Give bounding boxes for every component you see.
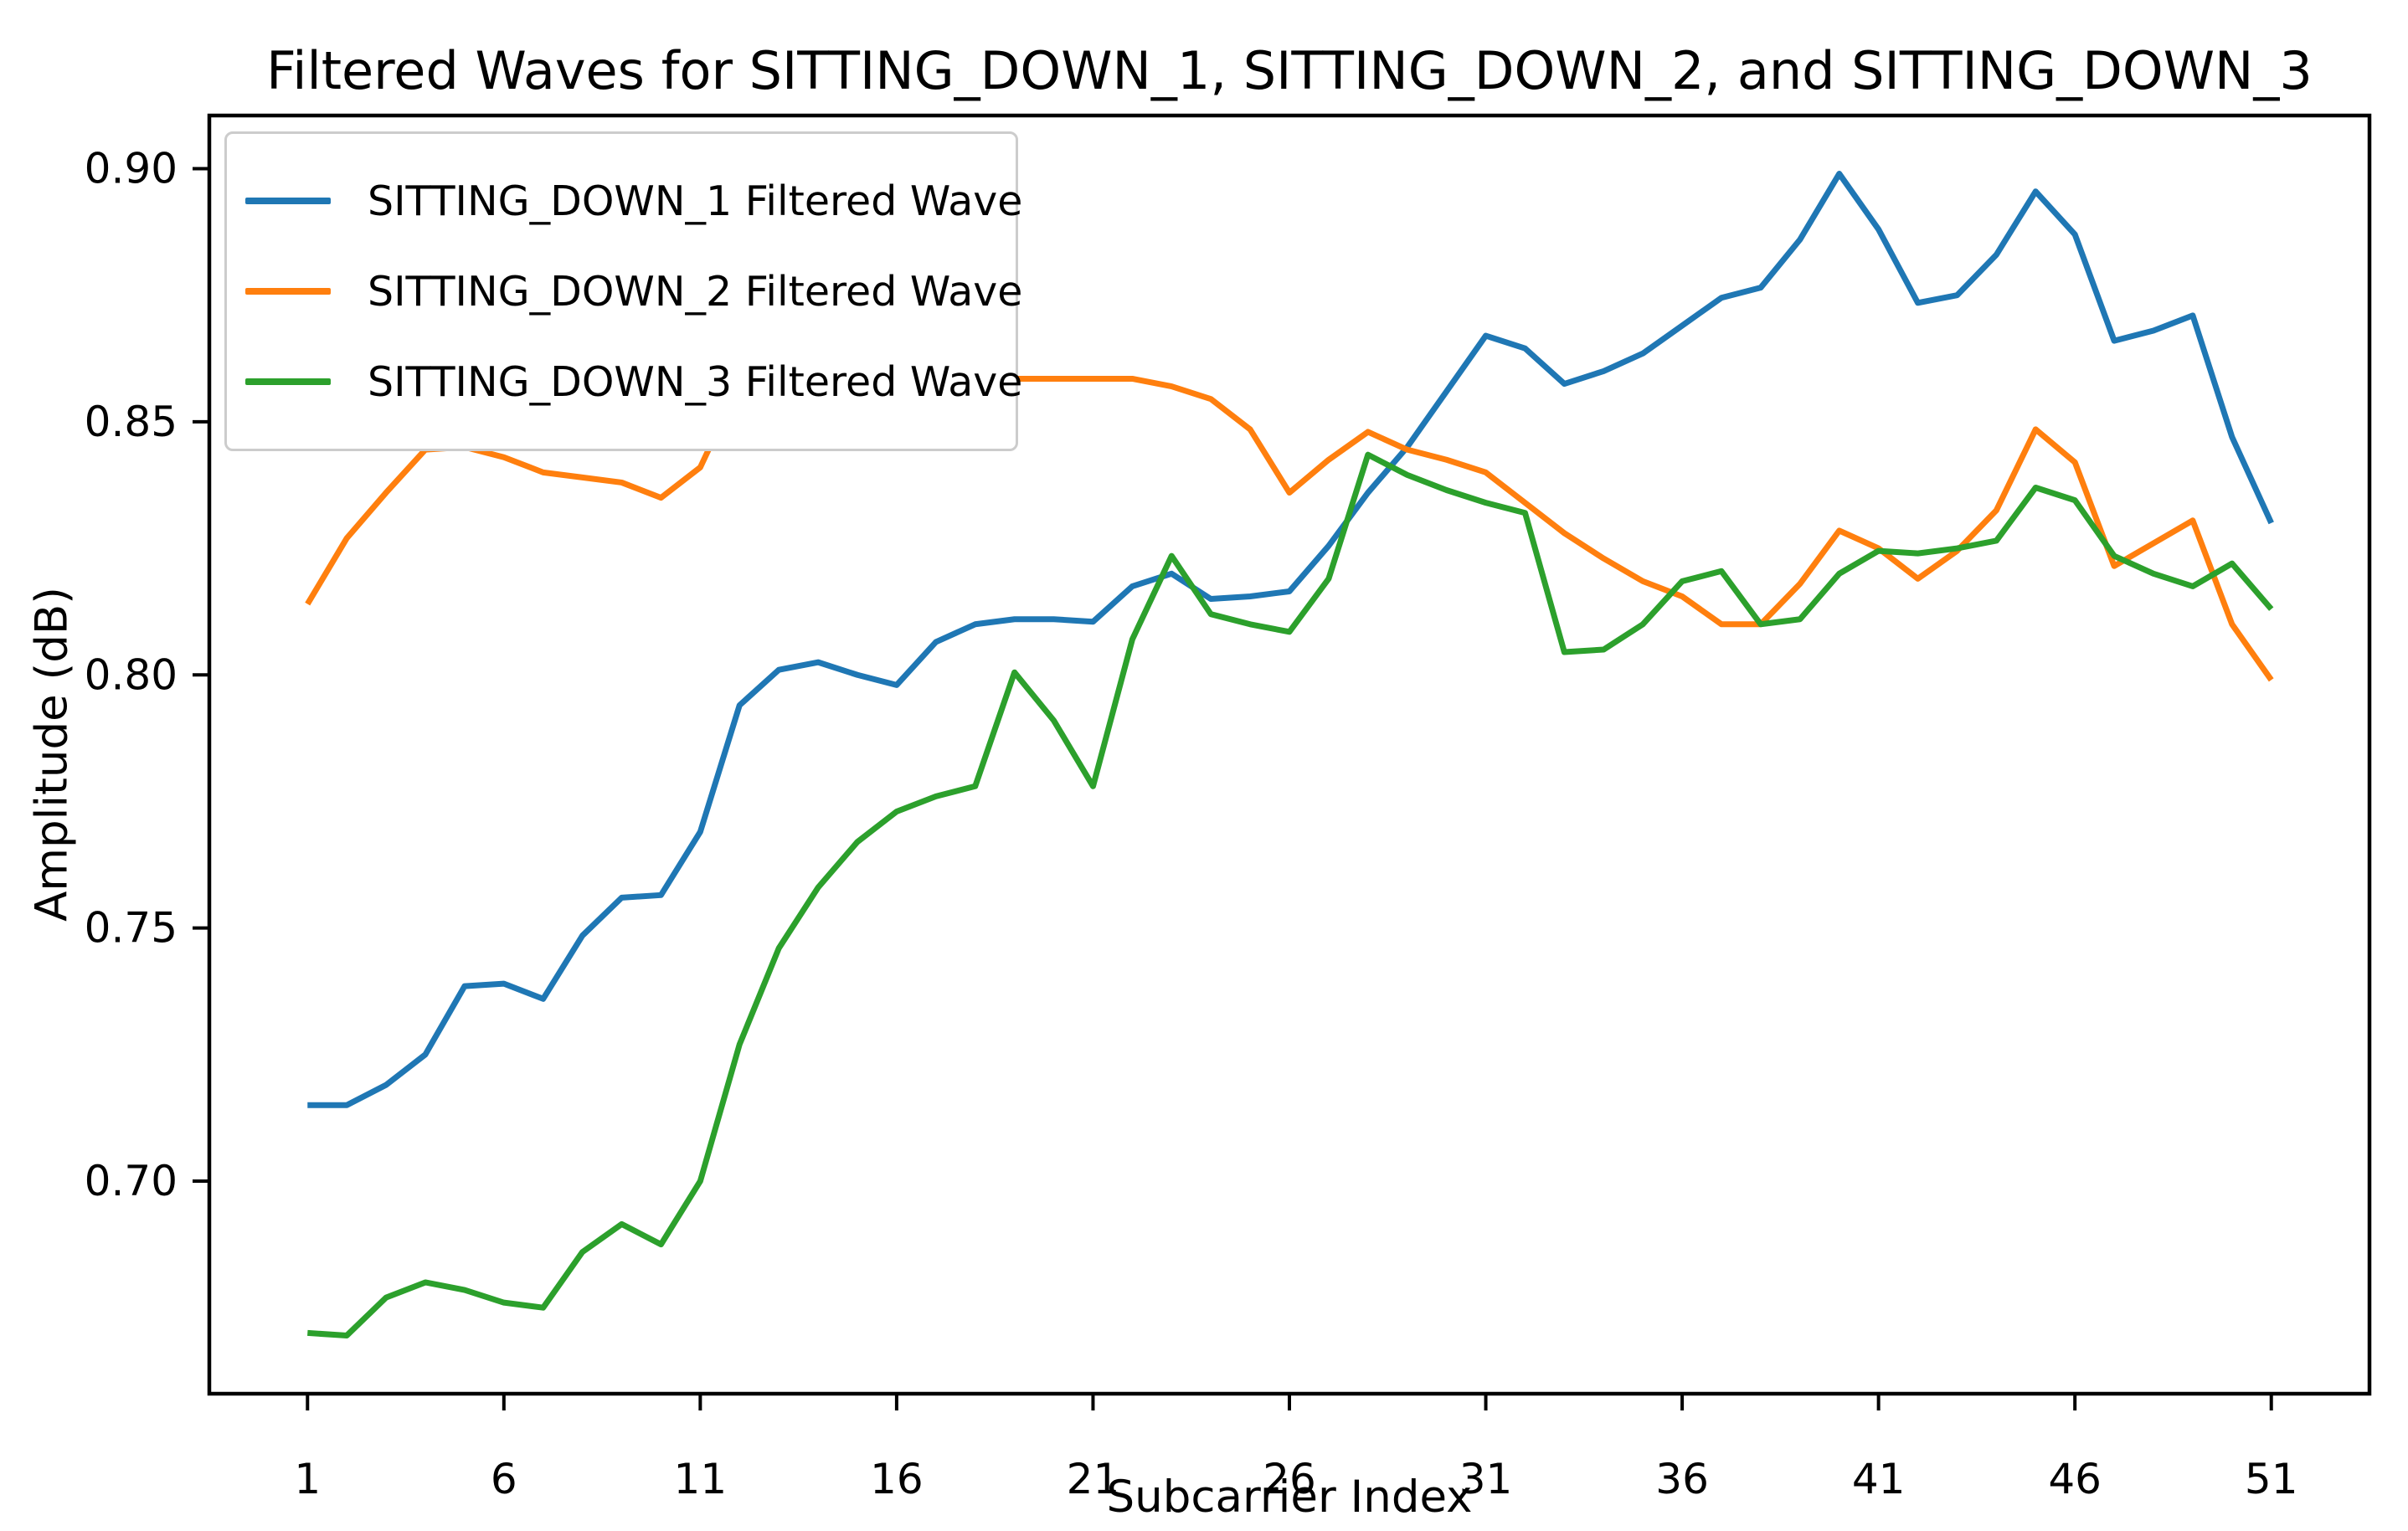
legend-swatch-sitting-down-3	[245, 378, 331, 385]
x-tick-label: 46	[2048, 1455, 2102, 1503]
legend-swatch-sitting-down-1	[245, 198, 331, 204]
legend-item-sitting-down-2: SITTING_DOWN_2 Filtered Wave	[245, 246, 1022, 337]
y-tick-label: 0.75	[85, 904, 178, 953]
series-line-sitting-down-1	[307, 171, 2274, 1108]
x-tick-label: 21	[1067, 1455, 1120, 1503]
y-tick-label: 0.90	[85, 144, 178, 193]
legend: SITTING_DOWN_1 Filtered Wave SITTING_DOW…	[224, 131, 1022, 451]
plot-border	[207, 113, 2372, 1396]
legend-item-sitting-down-3: SITTING_DOWN_3 Filtered Wave	[245, 337, 1022, 427]
x-tick-label: 41	[1852, 1455, 1906, 1503]
x-tick-label: 11	[674, 1455, 728, 1503]
y-tick-label: 0.80	[85, 650, 178, 699]
legend-label-sitting-down-2: SITTING_DOWN_2 Filtered Wave	[368, 267, 1023, 316]
x-axis-label: Subcarrier Index	[1106, 1472, 1473, 1523]
x-tick-label: 26	[1263, 1455, 1316, 1503]
x-tick-label: 36	[1655, 1455, 1709, 1503]
series-line-sitting-down-3	[307, 451, 2274, 1338]
chart-title: Filtered Waves for SITTING_DOWN_1, SITTI…	[266, 40, 2313, 101]
x-tick-label: 16	[870, 1455, 924, 1503]
legend-swatch-sitting-down-2	[245, 288, 331, 295]
x-tick-label: 51	[2245, 1455, 2298, 1503]
y-axis-label: Amplitude (dB)	[26, 587, 78, 922]
series-line-sitting-down-2	[305, 375, 2274, 682]
y-tick-label: 0.70	[85, 1157, 178, 1205]
legend-label-sitting-down-3: SITTING_DOWN_3 Filtered Wave	[368, 357, 1023, 406]
x-tick-label: 1	[294, 1455, 321, 1503]
legend-item-sitting-down-1: SITTING_DOWN_1 Filtered Wave	[245, 156, 1022, 246]
x-tick-label: 31	[1459, 1455, 1513, 1503]
legend-label-sitting-down-1: SITTING_DOWN_1 Filtered Wave	[368, 177, 1023, 225]
y-tick-label: 0.85	[85, 398, 178, 446]
x-tick-label: 6	[491, 1455, 517, 1503]
